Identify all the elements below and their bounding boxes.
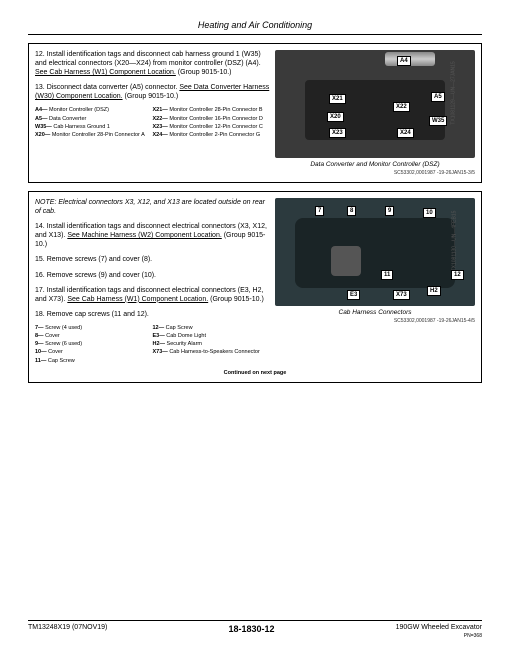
footer-pn: PN=368 [396, 633, 482, 639]
legend-item: 9— Screw (6 used) [35, 341, 153, 348]
footer-left: TM13248X19 (07NOV19) [28, 624, 107, 639]
figure-2-ref: SC53302,0001987 -19-26JAN15-4/5 [275, 318, 475, 324]
legend-item: X22— Monitor Controller 16-Pin Connector… [153, 116, 271, 123]
callout-label: X24 [397, 128, 414, 138]
section-2-legend: 7— Screw (4 used)8— Cover9— Screw (6 use… [35, 325, 270, 366]
figure-1-image: TX1081129—UN—27JAN15 A4 X21 X22 A5 X20 W35 X23… [275, 50, 475, 158]
page-header: Heating and Air Conditioning [28, 20, 482, 30]
callout-label: X21 [329, 94, 346, 104]
legend-item: X73— Cab Harness-to-Speakers Connector [153, 349, 271, 356]
figure-1-caption: Data Converter and Monitor Controller (D… [275, 161, 475, 168]
callout-label: H2 [427, 286, 441, 296]
page-footer: TM13248X19 (07NOV19) 18-1830-12 190GW Wh… [28, 620, 482, 639]
section-1: 12. Install identification tags and disc… [28, 43, 482, 183]
callout-label: 10 [423, 208, 436, 218]
legend-item: A5— Data Converter [35, 116, 153, 123]
callout-label: X23 [329, 128, 346, 138]
legend-item: A4— Monitor Controller (DSZ) [35, 107, 153, 114]
callout-label: X22 [393, 102, 410, 112]
legend-item: 10— Cover [35, 349, 153, 356]
continued-text: Continued on next page [35, 370, 475, 376]
callout-label: A5 [431, 92, 445, 102]
section-2-text: NOTE: Electrical connectors X3, X12, and… [35, 198, 270, 366]
section-2-note: NOTE: Electrical connectors X3, X12, and… [35, 198, 270, 216]
instruction-step: 14. Install identification tags and disc… [35, 222, 270, 249]
legend-item: H2— Security Alarm [153, 341, 271, 348]
legend-item: 11— Cap Screw [35, 358, 153, 365]
legend-item: 8— Cover [35, 333, 153, 340]
legend-item: X24— Monitor Controller 2-Pin Connector … [153, 132, 271, 139]
legend-item: X21— Monitor Controller 28-Pin Connector… [153, 107, 271, 114]
figure-2-sideref: TX1081130—UN—4FEB15 [452, 211, 458, 272]
callout-label: A4 [397, 56, 411, 66]
legend-item: E3— Cab Dome Light [153, 333, 271, 340]
footer-center: 18-1830-12 [228, 624, 274, 639]
instruction-step: 18. Remove cap screws (11 and 12). [35, 310, 270, 319]
section-1-text: 12. Install identification tags and disc… [35, 50, 270, 140]
callout-label: 9 [385, 206, 394, 216]
instruction-step: 12. Install identification tags and disc… [35, 50, 270, 77]
legend-item: X20— Monitor Controller 28-Pin Connector… [35, 132, 153, 139]
footer-right: 190GW Wheeled Excavator PN=368 [396, 624, 482, 639]
section-2: NOTE: Electrical connectors X3, X12, and… [28, 191, 482, 383]
callout-label: W35 [429, 116, 447, 126]
section-1-legend: A4— Monitor Controller (DSZ) A5— Data Con… [35, 107, 270, 140]
section-2-figure: TX1081130—UN—4FEB15 7 8 9 10 11 E3 X73 H2 12 Cab… [275, 198, 475, 324]
callout-label: 11 [381, 270, 393, 280]
instruction-step: 16. Remove screws (9) and cover (10). [35, 271, 270, 280]
reference-link: See Cab Harness (W1) Component Location. [35, 69, 176, 76]
reference-link: See Machine Harness (W2) Component Locat… [67, 232, 221, 239]
instruction-step: 17. Install identification tags and disc… [35, 286, 270, 304]
legend-item: W35— Cab Harness Ground 1 [35, 124, 153, 131]
callout-label: 7 [315, 206, 324, 216]
figure-2-caption: Cab Harness Connectors [275, 309, 475, 316]
figure-1-sideref: TX1081129—UN—27JAN15 [450, 61, 456, 124]
callout-label: X20 [327, 112, 344, 122]
section-1-figure: TX1081129—UN—27JAN15 A4 X21 X22 A5 X20 W35 X23… [275, 50, 475, 176]
legend-item: 12— Cap Screw [153, 325, 271, 332]
legend-item: X23— Monitor Controller 12-Pin Connector… [153, 124, 271, 131]
legend-item: 7— Screw (4 used) [35, 325, 153, 332]
callout-label: X73 [393, 290, 410, 300]
callout-label: 12 [451, 270, 464, 280]
instruction-step: 13. Disconnect data converter (A5) conne… [35, 83, 270, 101]
callout-label: 8 [347, 206, 356, 216]
header-rule [28, 34, 482, 35]
figure-2-image: TX1081130—UN—4FEB15 7 8 9 10 11 E3 X73 H2 12 [275, 198, 475, 306]
figure-1-ref: SC53302,0001987 -19-26JAN15-3/5 [275, 170, 475, 176]
instruction-step: 15. Remove screws (7) and cover (8). [35, 255, 270, 264]
reference-link: See Cab Harness (W1) Component Location. [67, 296, 208, 303]
callout-label: E3 [347, 290, 360, 300]
reference-link: See Data Converter Harness (W30) Compone… [35, 84, 269, 100]
